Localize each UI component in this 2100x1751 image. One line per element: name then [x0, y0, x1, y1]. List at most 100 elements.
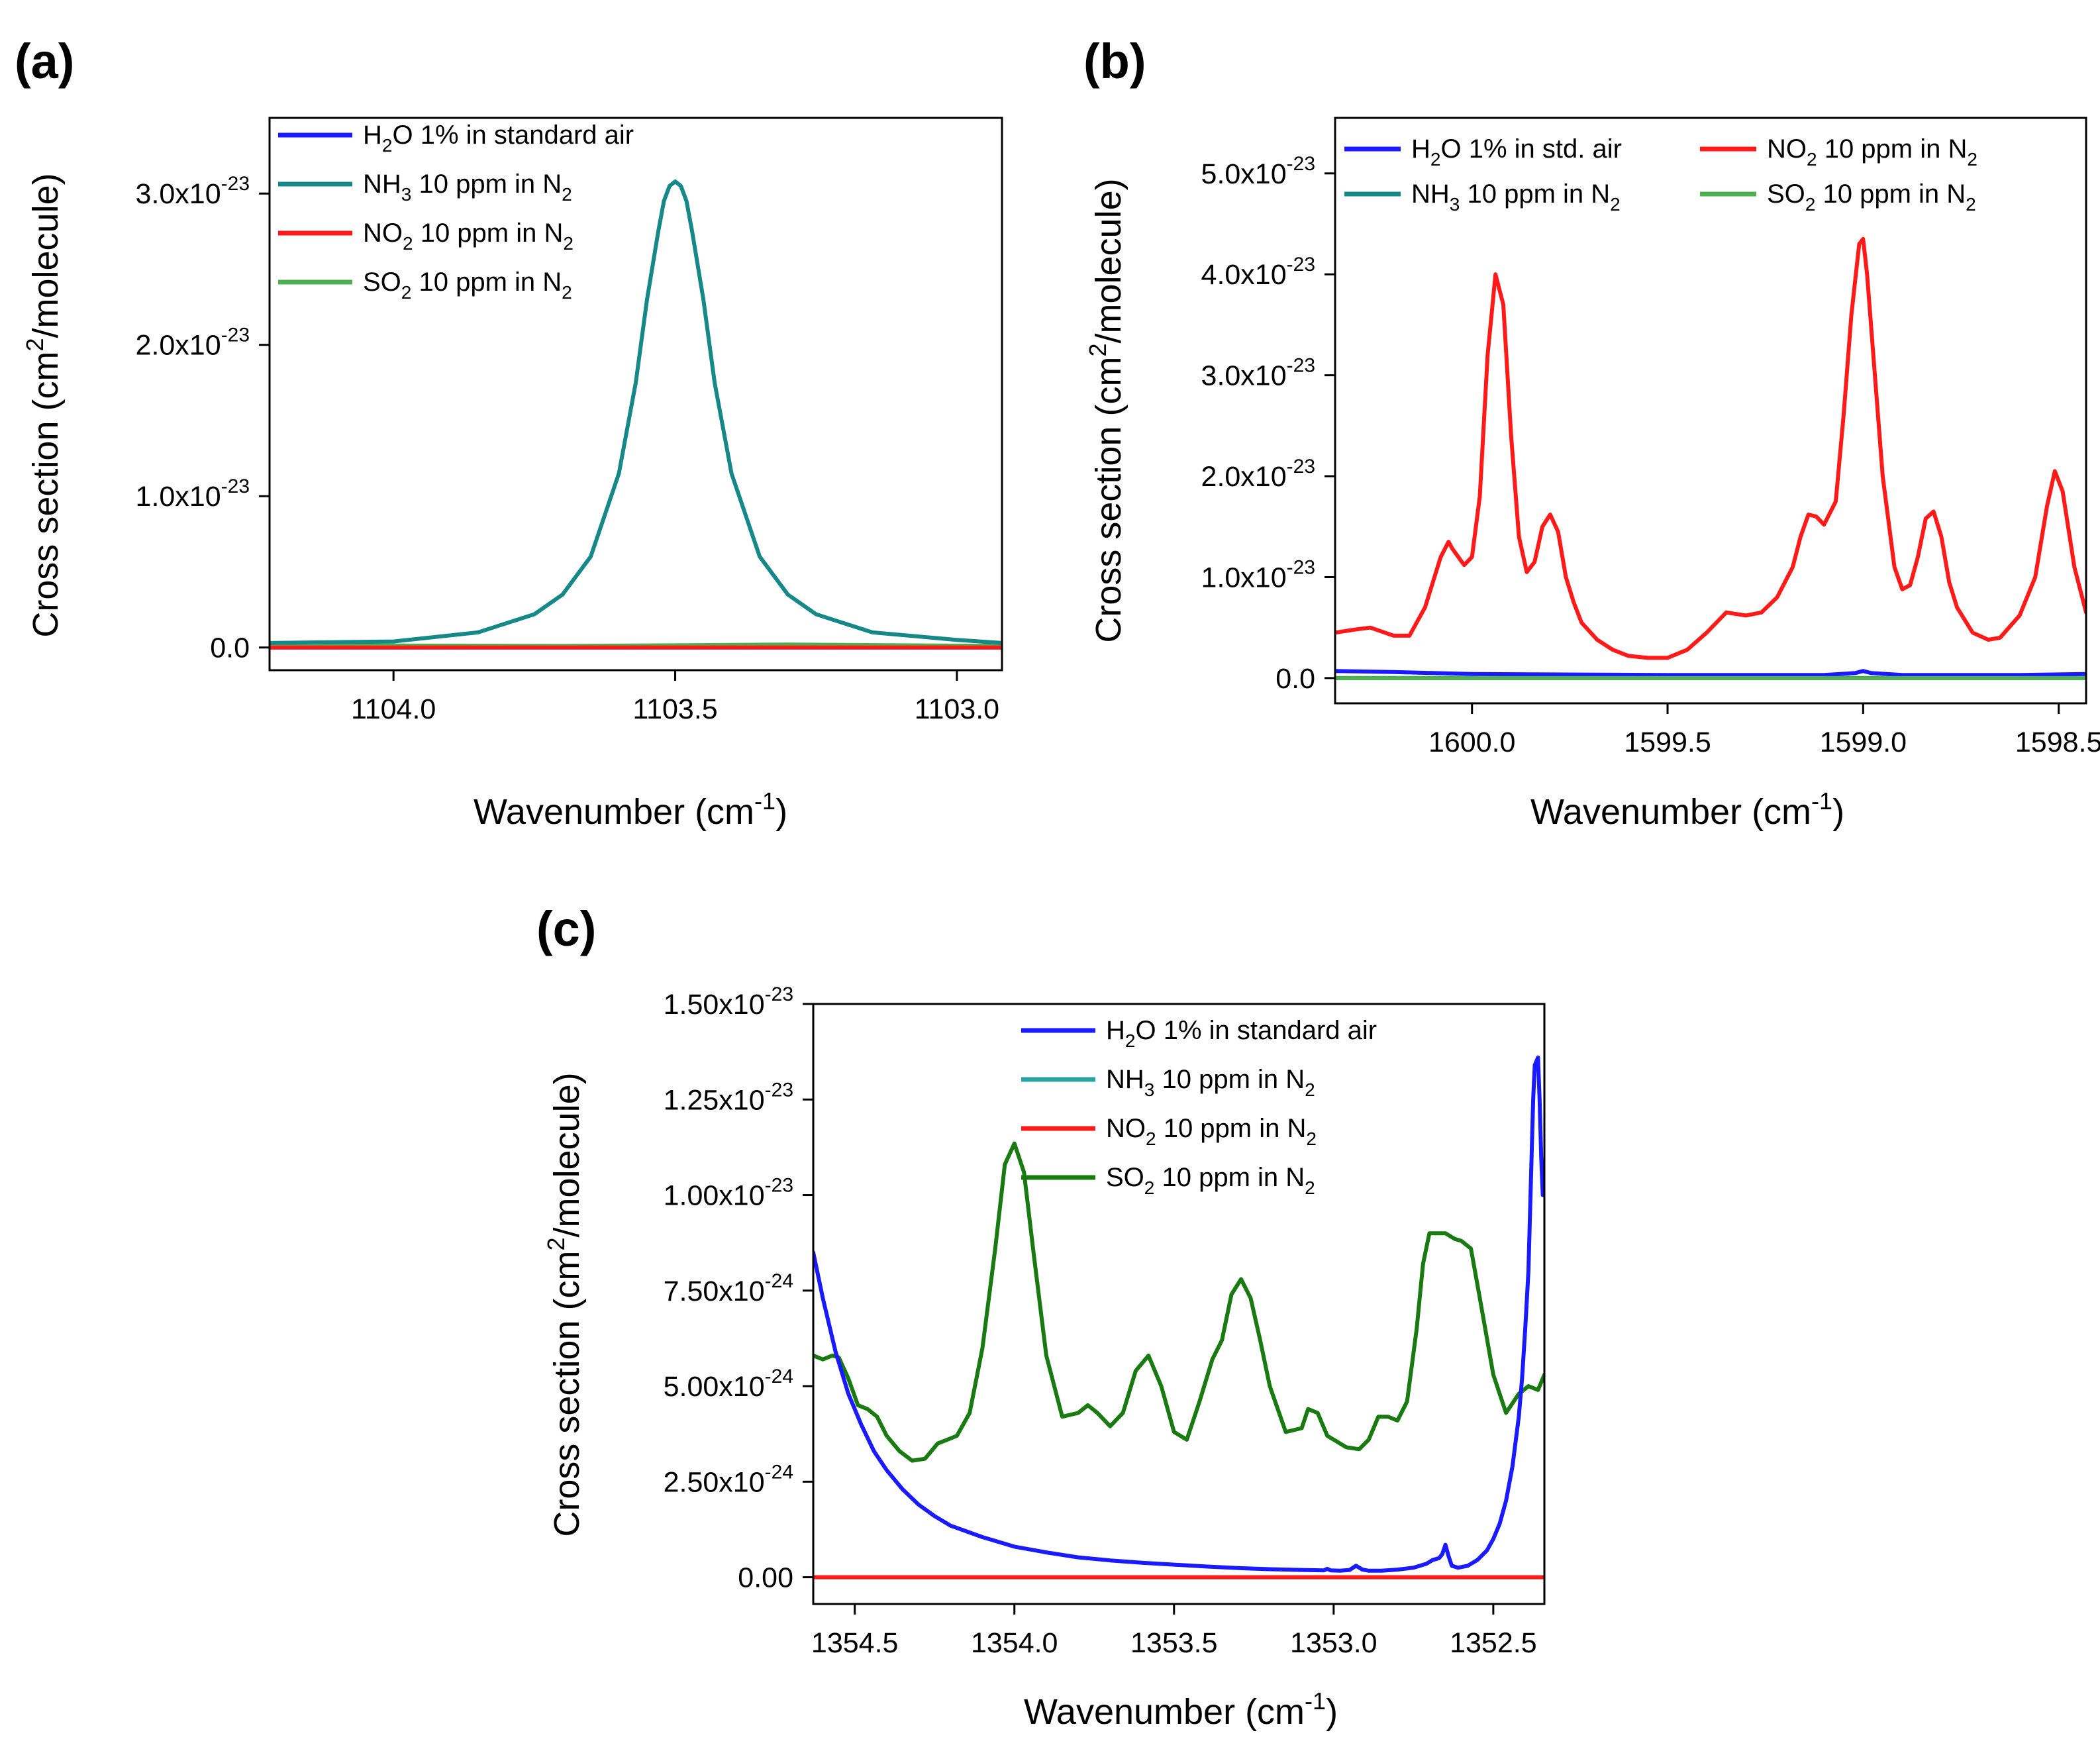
- panel-label: (c): [536, 901, 596, 956]
- x-axis-title: Wavenumber (cm-1): [474, 787, 787, 832]
- y-tick-exponent: -23: [765, 1079, 793, 1101]
- legend-entry: NH3 10 ppm in N2: [363, 170, 572, 205]
- y-tick-exponent: -23: [765, 1175, 793, 1197]
- legend-subscript-2: 2: [1306, 1128, 1317, 1149]
- legend-subscript-2: 2: [562, 184, 572, 205]
- x-axis-title-end: ): [775, 792, 787, 832]
- plot-frame: [268, 117, 1003, 672]
- legend-formula: NH: [1411, 179, 1450, 209]
- panel-a: (a)1104.0 1103.5 1103.00.01.0x10-232.0x10-…: [15, 34, 1003, 832]
- x-axis-title-main: Wavenumber (cm: [474, 792, 754, 832]
- y-axis-title-sup: 2: [1084, 343, 1111, 356]
- y-tick-label: 5.0x10-23: [1201, 153, 1315, 190]
- y-axis-title-main: Cross section (cm: [26, 352, 66, 638]
- x-tick-label: 1353.5: [1130, 1627, 1218, 1659]
- x-tick-label: 1352.5: [1450, 1627, 1537, 1659]
- x-tick-label: 1598.5: [2015, 726, 2100, 758]
- x-tick-label: 1103.5: [632, 693, 717, 725]
- y-tick-label: 0.0: [210, 632, 250, 664]
- legend-subscript-2: 2: [562, 282, 572, 303]
- legend-entry: H2O 1% in standard air: [1106, 1016, 1377, 1051]
- legend-entry: SO2 10 ppm in N2: [1767, 179, 1976, 215]
- y-axis-title: Cross section (cm2/molecule): [542, 1072, 587, 1536]
- y-axis-title-end: /molecule): [547, 1072, 587, 1237]
- legend-subscript: 3: [1450, 194, 1460, 215]
- plot-frame: [1334, 117, 2087, 705]
- panel-label: (a): [15, 34, 74, 89]
- legend-subscript: 2: [1144, 1177, 1155, 1198]
- x-axis-title-sup: -1: [1811, 787, 1832, 815]
- y-axis-title-main: Cross section (cm: [1089, 357, 1128, 643]
- series-group: [813, 1055, 1544, 1579]
- series-line-so2: [813, 1141, 1544, 1463]
- legend-description: O 1% in standard air: [1135, 1016, 1377, 1045]
- legend-description: 10 ppm in N: [1156, 1114, 1307, 1143]
- x-axis-title-main: Wavenumber (cm: [1530, 792, 1811, 832]
- x-axis-title-sup: -1: [1305, 1687, 1326, 1715]
- y-tick-label: 1.00x10-23: [664, 1175, 793, 1212]
- legend-subscript: 2: [1146, 1128, 1156, 1149]
- legend-subscript-2: 2: [1966, 194, 1976, 215]
- series-line-h2o: [1335, 669, 2086, 677]
- legend-description: 10 ppm in N: [1815, 179, 1966, 209]
- legend-entry: NO2 10 ppm in N2: [1767, 134, 1977, 170]
- y-tick-label: 7.50x10-24: [664, 1270, 793, 1307]
- y-axis-title: Cross section (cm2/molecule): [21, 173, 66, 637]
- legend-subscript: 3: [1144, 1079, 1155, 1100]
- y-tick-label: 2.50x10-24: [664, 1461, 793, 1498]
- series-group: [270, 179, 1002, 650]
- legend-subscript: 2: [1807, 149, 1817, 170]
- x-tick-label: 1104.0: [351, 693, 436, 725]
- y-tick-label: 3.0x10-23: [136, 173, 250, 210]
- legend-subscript: 3: [401, 184, 412, 205]
- legend-description: O 1% in std. air: [1440, 134, 1621, 164]
- legend-description: 10 ppm in N: [1817, 134, 1968, 164]
- legend-description: 10 ppm in N: [411, 170, 562, 199]
- y-axis-title-main: Cross section (cm: [547, 1251, 587, 1537]
- y-tick-mantissa: 2.50x10: [664, 1466, 765, 1498]
- legend-entry: NO2 10 ppm in N2: [1106, 1114, 1317, 1149]
- y-tick-mantissa: 5.0x10: [1201, 158, 1287, 190]
- x-tick-label: 1600.0: [1428, 726, 1516, 758]
- legend-subscript-2: 2: [1610, 194, 1621, 215]
- legend-description: 10 ppm in N: [1154, 1163, 1305, 1192]
- plot-frame: [812, 1003, 1546, 1605]
- y-tick-label: 4.0x10-23: [1201, 254, 1315, 291]
- y-tick-mantissa: 3.0x10: [136, 178, 221, 210]
- y-tick-exponent: -23: [1287, 355, 1315, 377]
- y-axis-title-sup: 2: [21, 338, 48, 351]
- x-axis-title: Wavenumber (cm-1): [1530, 787, 1844, 832]
- x-axis-title: Wavenumber (cm-1): [1024, 1687, 1338, 1732]
- x-tick-label: 1599.5: [1624, 726, 1711, 758]
- panel-c: (c) 1354.5 1354.0 1353.5 1353.0 1352.5 0.00 2.5…: [536, 901, 1546, 1732]
- y-tick-mantissa: 1.00x10: [664, 1180, 765, 1212]
- legend-formula: SO: [363, 268, 401, 297]
- y-tick-label: 3.0x10-23: [1201, 355, 1315, 392]
- y-tick-label: 2.0x10-23: [136, 325, 250, 362]
- legend-subscript: 2: [401, 282, 412, 303]
- y-tick-mantissa: 2.0x10: [1201, 461, 1287, 493]
- x-axis-title-sup: -1: [754, 787, 775, 815]
- legend-formula: SO: [1767, 179, 1805, 209]
- legend-formula: H: [1411, 134, 1430, 164]
- y-tick-label: 5.00x10-24: [664, 1366, 793, 1403]
- series-line-no2: [1335, 236, 2086, 660]
- legend-subscript-2: 2: [1305, 1177, 1315, 1198]
- y-tick-mantissa: 7.50x10: [664, 1276, 765, 1307]
- series-line-h2o: [813, 1055, 1544, 1573]
- legend-formula: H: [363, 121, 382, 150]
- y-tick-exponent: -23: [221, 173, 250, 195]
- y-tick-mantissa: 1.0x10: [1201, 562, 1287, 593]
- legend-subscript: 2: [403, 233, 413, 254]
- y-tick-exponent: -23: [1287, 153, 1315, 175]
- x-tick-label: 1354.5: [811, 1627, 899, 1659]
- legend-subscript-2: 2: [1305, 1079, 1315, 1100]
- legend-formula: SO: [1106, 1163, 1144, 1192]
- y-tick-exponent: -23: [1287, 456, 1315, 477]
- series-line-nh3: [270, 179, 1002, 645]
- x-tick-label: 1103.0: [915, 693, 999, 725]
- legend-entry: SO2 10 ppm in N2: [363, 268, 572, 303]
